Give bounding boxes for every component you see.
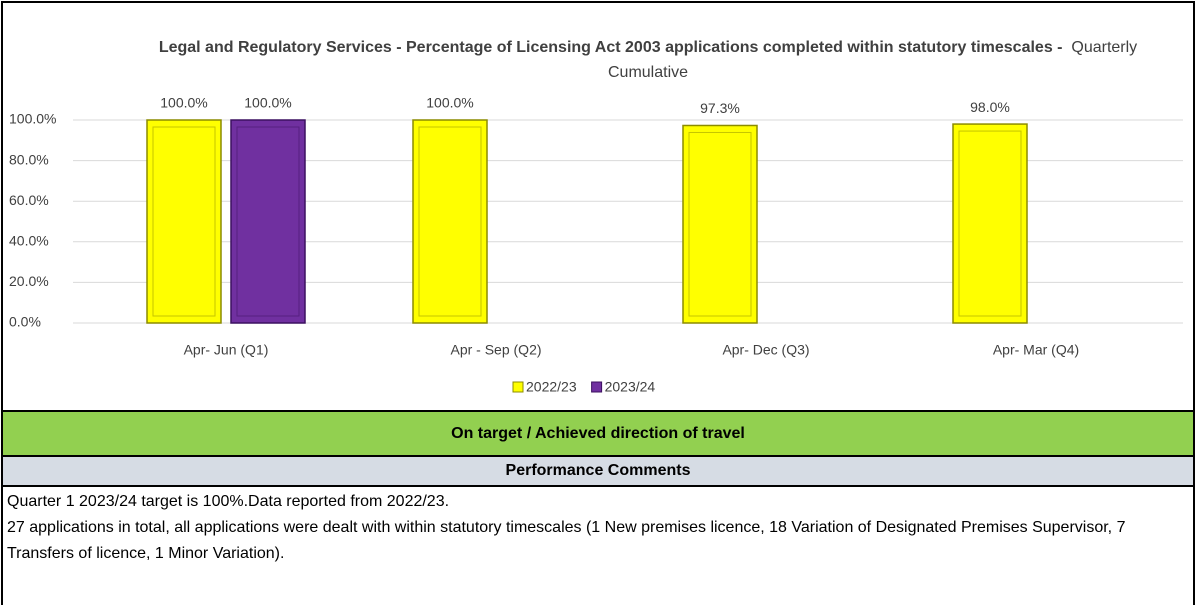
bar xyxy=(146,119,222,324)
bar-bevel xyxy=(688,131,752,317)
x-tick-label: Apr- Jun (Q1) xyxy=(184,342,269,358)
bar-bevel xyxy=(152,126,216,317)
y-tick-label: 0.0% xyxy=(9,314,41,330)
comment-line: Quarter 1 2023/24 target is 100%.Data re… xyxy=(7,493,450,510)
bar xyxy=(230,119,306,324)
y-tick-label: 20.0% xyxy=(9,273,49,289)
data-label: 100.0% xyxy=(426,95,473,111)
data-label: 98.0% xyxy=(970,99,1010,115)
bar xyxy=(682,124,758,324)
comments-heading: Performance Comments xyxy=(3,455,1193,485)
bar-bevel xyxy=(418,126,482,317)
comments: Quarter 1 2023/24 target is 100%.Data re… xyxy=(3,485,1193,569)
chart-title-block: Legal and Regulatory Services - Percenta… xyxy=(153,35,1143,85)
data-label: 100.0% xyxy=(244,95,291,111)
comment-line: 27 applications in total, all applicatio… xyxy=(7,519,1126,562)
legend-swatch xyxy=(512,381,524,393)
bar xyxy=(952,123,1028,324)
y-tick-label: 100.0% xyxy=(9,111,56,127)
y-tick-label: 80.0% xyxy=(9,151,49,167)
legend-swatch xyxy=(591,381,603,393)
chart-subtitle: Quarterly Cumulative xyxy=(607,39,1138,81)
chart-title: Legal and Regulatory Services - Percenta… xyxy=(158,39,1063,56)
bar-bevel xyxy=(236,126,300,317)
bar xyxy=(412,119,488,324)
x-tick-label: Apr- Mar (Q4) xyxy=(993,342,1079,358)
data-label: 97.3% xyxy=(700,100,740,116)
data-label: 100.0% xyxy=(160,95,207,111)
y-tick-label: 60.0% xyxy=(9,192,49,208)
chart-area: Legal and Regulatory Services - Percenta… xyxy=(3,3,1193,410)
legend-label: 2022/23 xyxy=(526,379,577,395)
x-tick-label: Apr - Sep (Q2) xyxy=(450,342,541,358)
legend-label: 2023/24 xyxy=(605,379,656,395)
status-bar: On target / Achieved direction of travel xyxy=(3,410,1193,455)
x-tick-label: Apr- Dec (Q3) xyxy=(722,342,809,358)
chart: 0.0% 20.0% 40.0% 60.0% 80.0% 100.0% Apr- Jun (… xyxy=(9,95,1183,395)
y-tick-label: 40.0% xyxy=(9,233,49,249)
bar-bevel xyxy=(958,130,1022,317)
